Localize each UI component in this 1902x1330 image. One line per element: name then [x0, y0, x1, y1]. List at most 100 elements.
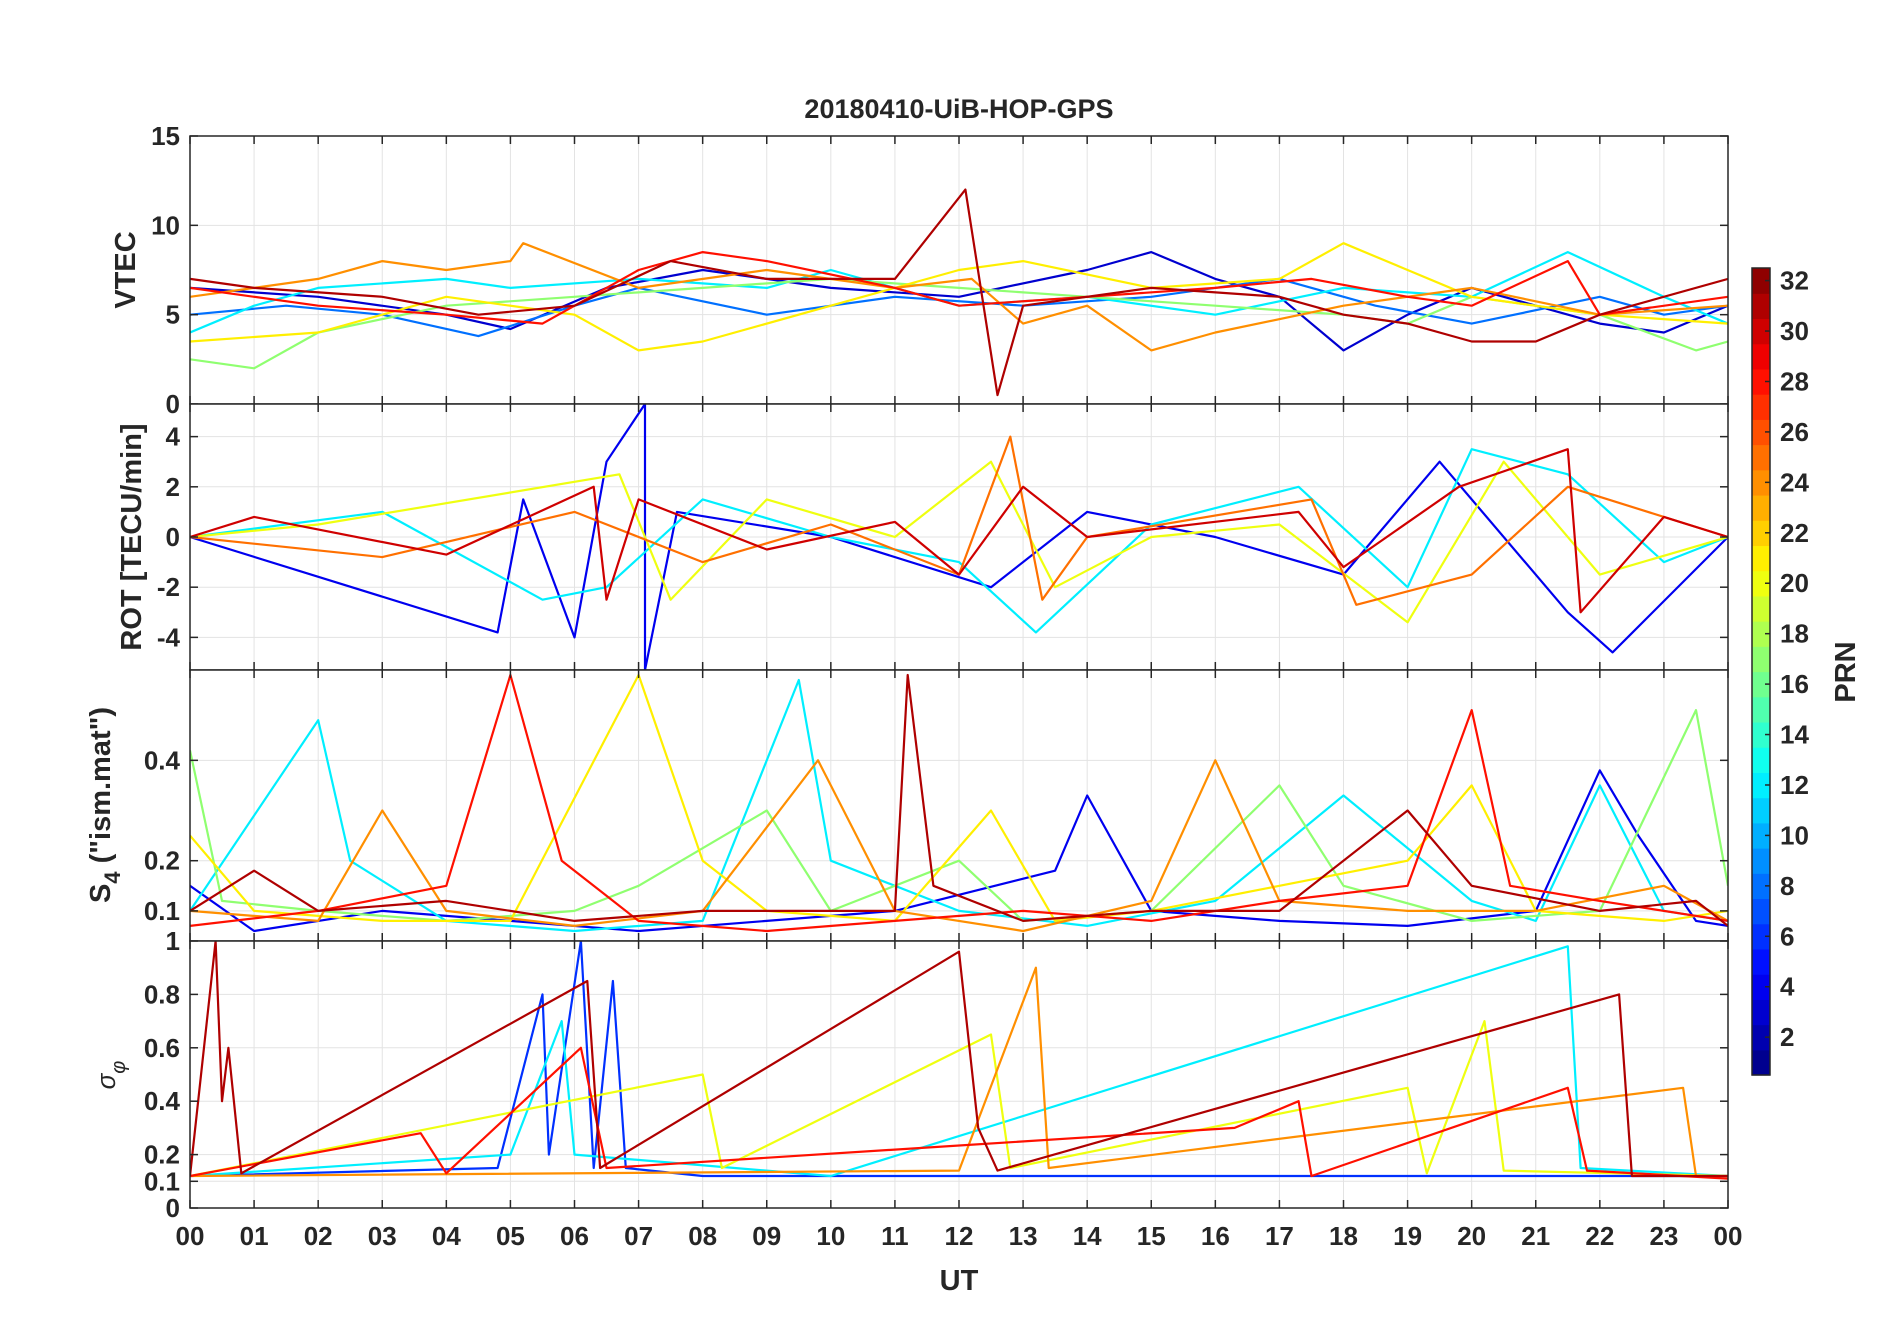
colorbar-segment [1752, 822, 1770, 849]
series-line-prn-21 [190, 673, 1728, 923]
ylabel-s4-main: S [85, 884, 117, 903]
colorbar-segment [1752, 394, 1770, 420]
vtec-panel: 0 5 10 15 [151, 121, 1729, 419]
x-axis-label: UT [940, 1265, 979, 1297]
colorbar-tick-label: 14 [1780, 720, 1809, 750]
traces [190, 941, 1728, 1180]
ylabel-s4: S4 ("ism.mat") [85, 707, 125, 903]
colorbar-segment [1752, 646, 1770, 673]
x-tick-label: 15 [1137, 1221, 1166, 1251]
x-tick-label: 05 [496, 1221, 525, 1251]
series-line-prn-12 [190, 678, 1728, 933]
colorbar-tick-label: 24 [1780, 467, 1809, 497]
colorbar-segment [1752, 595, 1770, 622]
y-tick-label: -2 [157, 572, 180, 602]
colorbar-segment [1752, 848, 1770, 874]
series-line-prn-31 [190, 941, 1728, 1178]
x-tick-label: 08 [688, 1221, 717, 1251]
series-line-prn-17 [190, 708, 1728, 923]
colorbar-segment [1752, 621, 1770, 647]
colorbar-segment [1752, 444, 1770, 471]
y-tick-label: 0 [166, 522, 180, 552]
colorbar-segment [1752, 721, 1770, 748]
colorbar-segment [1752, 343, 1770, 370]
series-line-prn-28 [190, 1046, 1728, 1180]
colorbar-tick-label: 22 [1780, 518, 1809, 548]
x-tick-label: 00 [176, 1221, 205, 1251]
colorbar-segment [1752, 368, 1770, 395]
y-tick-label: 15 [151, 121, 180, 151]
y-tick-label: 0.2 [144, 1140, 180, 1170]
colorbar-segment [1752, 268, 1770, 294]
x-tick-label: 16 [1201, 1221, 1230, 1251]
series-line-prn-25 [190, 435, 1728, 606]
y-tick-label: 0.6 [144, 1033, 180, 1063]
x-tick-label: 14 [1073, 1221, 1102, 1251]
y-tick-label: 0 [166, 389, 180, 419]
traces [190, 404, 1728, 670]
y-tick-label: 2 [166, 472, 180, 502]
series-line-prn-31 [190, 673, 1728, 927]
y-tick-label: 0.1 [144, 1166, 180, 1196]
sigma-phi-panel: 00.10.2 0.4 0.6 0.8 1 [144, 926, 1729, 1223]
colorbar-segment [1752, 419, 1770, 446]
colorbar-segment [1752, 1049, 1770, 1076]
x-tick-label: 17 [1265, 1221, 1294, 1251]
series-line-prn-12 [190, 448, 1728, 634]
x-tick-label: 04 [432, 1221, 461, 1251]
series-line-prn-28 [190, 673, 1728, 933]
colorbar-segment [1752, 520, 1770, 547]
ylabel-sigma-main: σ [91, 1072, 121, 1089]
colorbar-tick-label: 4 [1780, 972, 1795, 1002]
y-tick-label: 0 [166, 1193, 180, 1223]
colorbar-segment [1752, 999, 1770, 1026]
colorbar-tick-label: 2 [1780, 1022, 1794, 1052]
ylabel-sigma-sub: φ [108, 1061, 130, 1074]
ylabel-vtec: VTEC [110, 231, 142, 308]
y-tick-label: 5 [166, 300, 180, 330]
x-tick-label: 13 [1009, 1221, 1038, 1251]
colorbar-segment [1752, 747, 1770, 773]
colorbar-segment [1752, 873, 1770, 900]
traces [190, 188, 1728, 397]
x-tick-label: 20 [1457, 1221, 1486, 1251]
y-tick-label: 0.4 [144, 1086, 181, 1116]
x-tick-label: 01 [240, 1221, 269, 1251]
series-line-prn-28 [190, 251, 1728, 325]
colorbar-segment [1752, 318, 1770, 345]
colorbar-segment [1752, 797, 1770, 824]
colorbar-segment [1752, 545, 1770, 572]
series-line-prn-20 [190, 460, 1728, 624]
y-tick-label: 0.1 [144, 896, 180, 926]
x-tick-label: 12 [945, 1221, 974, 1251]
colorbar-segment [1752, 948, 1770, 975]
ylabel-s4-sub: 4 [100, 871, 125, 884]
x-tick-label: 03 [368, 1221, 397, 1251]
colorbar-tick-label: 8 [1780, 871, 1794, 901]
colorbar-segment [1752, 469, 1770, 496]
series-line-prn-30 [190, 448, 1728, 614]
colorbar-segment [1752, 671, 1770, 698]
ylabel-s4-rest: ("ism.mat") [85, 707, 117, 871]
x-tick-label: 23 [1649, 1221, 1678, 1251]
colorbar-segment [1752, 923, 1770, 950]
y-tick-label: 4 [166, 422, 181, 452]
s4-panel: 0.1 0.2 0.4 [144, 669, 1729, 942]
y-tick-label: 0.8 [144, 979, 180, 1009]
series-line-prn-24 [190, 759, 1728, 933]
colorbar-segment [1752, 772, 1770, 799]
colorbar-tick-label: 6 [1780, 921, 1794, 951]
traces [190, 673, 1728, 933]
colorbar-segment [1752, 696, 1770, 723]
colorbar-tick-label: 32 [1780, 266, 1809, 296]
colorbar-tick-label: 28 [1780, 366, 1809, 396]
colorbar-tick-label: 26 [1780, 417, 1809, 447]
colorbar-segment [1752, 293, 1770, 320]
colorbar-tick-label: 20 [1780, 568, 1809, 598]
x-tick-label: 22 [1585, 1221, 1614, 1251]
colorbar-segment [1752, 974, 1770, 1000]
colorbar-segment [1752, 494, 1770, 521]
x-tick-label: 19 [1393, 1221, 1422, 1251]
